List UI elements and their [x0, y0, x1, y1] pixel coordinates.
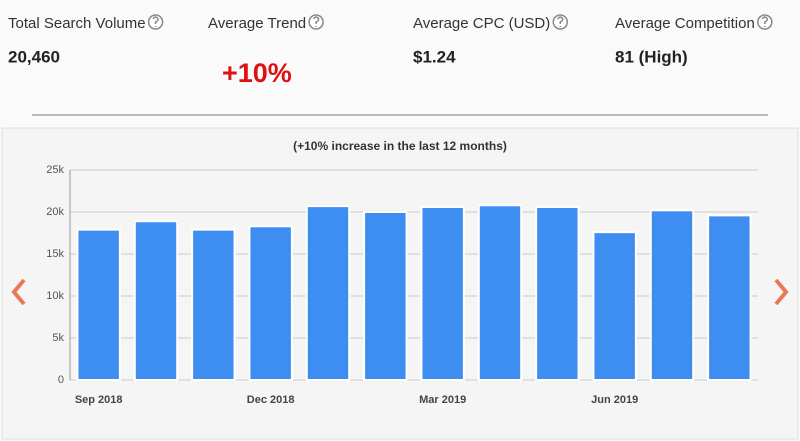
stat-label: Average Competition — [615, 15, 755, 32]
y-tick-label: 0 — [58, 374, 64, 386]
bar — [305, 205, 351, 381]
bar — [191, 228, 236, 381]
help-glyph — [152, 16, 159, 27]
bar — [477, 204, 523, 381]
y-tick-label: 25k — [46, 164, 64, 176]
stat-value: 20,460 — [8, 47, 60, 66]
x-tick-label: Mar 2019 — [419, 394, 466, 406]
bar — [420, 205, 465, 381]
y-tick-label: 10k — [46, 290, 64, 302]
stat-label: Average CPC (USD) — [413, 15, 550, 32]
y-tick-label: 5k — [52, 332, 64, 344]
stat-value: 81 (High) — [615, 47, 688, 66]
stat-value: $1.24 — [413, 47, 456, 66]
bar — [592, 231, 637, 381]
bar — [649, 209, 695, 381]
x-tick-label: Sep 2018 — [75, 394, 123, 406]
stat-label: Total Search Volume — [8, 15, 146, 32]
help-glyph — [557, 16, 564, 27]
x-tick-label: Dec 2018 — [247, 394, 295, 406]
bar — [707, 214, 752, 381]
next-arrow[interactable] — [774, 278, 789, 306]
bar — [76, 228, 121, 381]
x-tick-label: Jun 2019 — [591, 394, 638, 406]
bar — [363, 211, 408, 381]
y-tick-label: 20k — [46, 206, 64, 218]
bar — [133, 220, 179, 381]
bar — [535, 205, 580, 381]
stat-value: +10% — [222, 58, 292, 88]
chart-subtitle: (+10% increase in the last 12 months) — [293, 139, 507, 153]
help-glyph — [761, 16, 769, 27]
stat-label: Average Trend — [208, 15, 306, 32]
prev-arrow[interactable] — [11, 278, 26, 306]
bar — [248, 225, 293, 381]
help-glyph — [312, 16, 320, 27]
y-tick-label: 15k — [46, 248, 64, 260]
